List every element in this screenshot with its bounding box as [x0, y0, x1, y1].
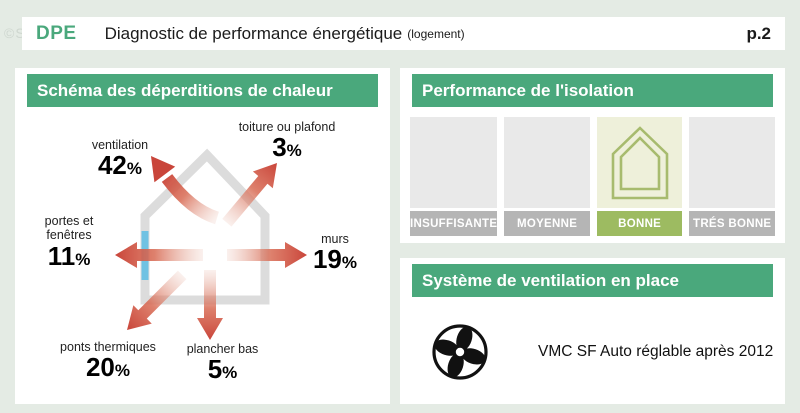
- heat-loss-item-floor: plancher bas 5%: [165, 342, 280, 384]
- selected-house-icon: [611, 125, 668, 199]
- heat-loss-unit: %: [222, 363, 238, 383]
- insulation-level-moyenne: MOYENNE: [504, 117, 590, 236]
- dpe-logo: DPE: [36, 22, 77, 44]
- arrow-doors-windows-icon: [115, 242, 203, 268]
- heat-loss-unit: %: [126, 159, 143, 179]
- heat-loss-value: 11: [47, 240, 76, 271]
- heat-loss-label: ventilation: [91, 138, 149, 152]
- insulation-level-body: [504, 117, 590, 208]
- page-title: Diagnostic de performance énergétique: [104, 23, 403, 43]
- insulation-level-bonne-selected: BONNE: [596, 117, 683, 236]
- heat-loss-item-ventilation: ventilation 42%: [60, 138, 180, 180]
- insulation-panel: Performance de l'isolation INSUFFISANTE …: [400, 68, 785, 243]
- heat-loss-item-doors-windows: portes et fenêtres 11%: [23, 214, 115, 270]
- page-number: p.2: [746, 23, 771, 43]
- heat-loss-label: toiture ou plafond: [238, 120, 336, 134]
- heat-loss-title: Schéma des déperditions de chaleur: [27, 74, 378, 107]
- heat-loss-unit: %: [286, 141, 302, 161]
- fan-icon: [432, 324, 488, 380]
- heat-loss-value: 5: [207, 354, 223, 385]
- arrow-ventilation-head-icon: [150, 156, 176, 183]
- ventilation-description: VMC SF Auto réglable après 2012: [538, 343, 774, 360]
- ventilation-body: VMC SF Auto réglable après 2012: [418, 310, 775, 394]
- header-bar: DPE Diagnostic de performance énergétiqu…: [22, 17, 785, 50]
- heat-loss-value: 42: [97, 150, 127, 181]
- arrow-thermal-bridges-icon: [127, 270, 187, 330]
- heat-loss-label: ponts thermiques: [60, 340, 156, 354]
- arrow-floor-icon: [197, 270, 223, 340]
- insulation-title: Performance de l'isolation: [412, 74, 773, 107]
- insulation-level-body: [689, 117, 775, 208]
- heat-loss-value: 3: [272, 132, 287, 163]
- heat-loss-label: plancher bas: [186, 342, 259, 356]
- insulation-level-body: [596, 117, 683, 208]
- heat-loss-label: portes et fenêtres: [44, 214, 94, 243]
- heat-loss-unit: %: [75, 249, 91, 269]
- insulation-level-label: TRÉS BONNE: [689, 211, 775, 236]
- insulation-level-insuffisante: INSUFFISANTE: [410, 117, 498, 236]
- house-heat-loss-diagram: [115, 148, 307, 340]
- page-subtitle: (logement): [407, 26, 465, 41]
- heat-loss-item-walls: murs 19%: [295, 232, 375, 274]
- ventilation-panel: Système de ventilation en place VMC SF A…: [400, 258, 785, 404]
- insulation-level-label: BONNE: [596, 211, 683, 236]
- arrow-ventilation-icon: [161, 174, 220, 225]
- heat-loss-item-thermal-bridges: ponts thermiques 20%: [33, 340, 183, 382]
- arrow-roof-icon: [222, 163, 277, 227]
- heat-loss-value: 20: [85, 352, 115, 383]
- insulation-level-label: INSUFFISANTE: [410, 211, 498, 236]
- arrow-walls-icon: [227, 242, 307, 268]
- insulation-level-body: [410, 117, 498, 208]
- heat-loss-item-roof: toiture ou plafond 3%: [237, 120, 337, 162]
- insulation-level-tres-bonne: TRÉS BONNE: [689, 117, 775, 236]
- heat-loss-label: murs: [321, 232, 349, 246]
- heat-loss-value: 19: [312, 244, 342, 275]
- insulation-level-label: MOYENNE: [504, 211, 590, 236]
- heat-loss-panel: Schéma des déperditions de chaleur: [15, 68, 390, 404]
- insulation-scale: INSUFFISANTE MOYENNE BONNE TRÉS BONNE: [410, 117, 775, 236]
- heat-loss-unit: %: [114, 361, 131, 381]
- heat-loss-unit: %: [341, 253, 358, 273]
- ventilation-title: Système de ventilation en place: [412, 264, 773, 297]
